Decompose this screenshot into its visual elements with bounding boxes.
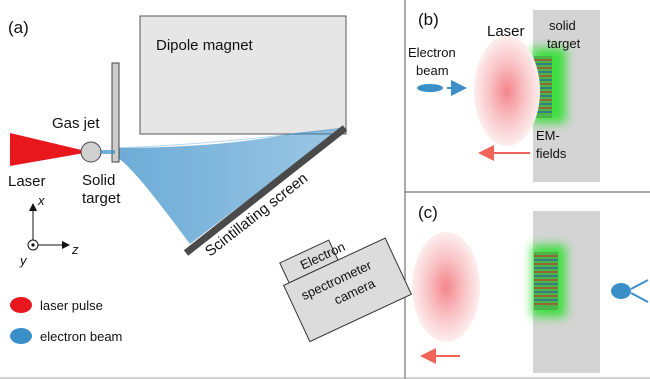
panel-c-label: (c) [418,203,438,222]
gas-jet-label: Gas jet [52,115,100,132]
scintillating-screen [183,125,348,256]
legend-electron-label: electron beam [40,329,122,344]
solid-target-label-b-1: solid [549,18,576,33]
camera: Electron spectrometer camera [279,237,413,343]
solid-target-label-1: Solid [82,172,115,189]
stripes-c [534,252,558,310]
electron-fan-edge [111,127,343,149]
electron-ray-up [630,279,649,290]
dipole-magnet-label: Dipole magnet [156,37,254,54]
electron-beam-label-1: Electron [408,45,456,60]
panel-a-label: (a) [8,18,29,37]
gas-jet [80,141,102,163]
solid-target-label-2: target [82,190,121,207]
legend: laser pulse electron beam [10,297,122,344]
em-fields-label-2: fields [536,146,567,161]
panel-c: (c) [412,203,649,373]
legend-laser-swatch [10,297,32,313]
legend-laser-label: laser pulse [40,298,103,313]
laser-label: Laser [8,173,46,190]
axis-x-label: x [37,193,45,208]
dipole-magnet [139,15,347,135]
solid-target-a [111,62,120,163]
electron-beam-a [101,150,115,154]
axes: x y z [19,193,79,268]
laser-pulse-c [412,232,480,342]
panel-a: (a) Dipole magnet Laser Gas jet Solid ta… [8,15,413,344]
electron-beam-label-2: beam [416,63,449,78]
electron-ray-down [630,292,649,303]
legend-electron-swatch [10,328,32,344]
stripe-block-c [534,252,558,310]
solid-target-label-b-2: target [547,36,581,51]
electron-bunch-b [417,84,443,92]
panel-b-label: (b) [418,10,439,29]
em-fields-label-1: EM- [536,128,560,143]
electron-bunch-c [611,283,631,299]
camera-body [282,237,413,343]
axis-y-label: y [19,253,28,268]
laser-label-b: Laser [487,23,525,40]
panel-b: (b) Laser Electron beam [408,10,600,182]
electron-fan [112,128,342,244]
laser-cone [10,133,90,166]
axis-y-dot [31,243,35,247]
axis-z-label: z [71,242,79,257]
laser-pulse-b [474,36,540,146]
